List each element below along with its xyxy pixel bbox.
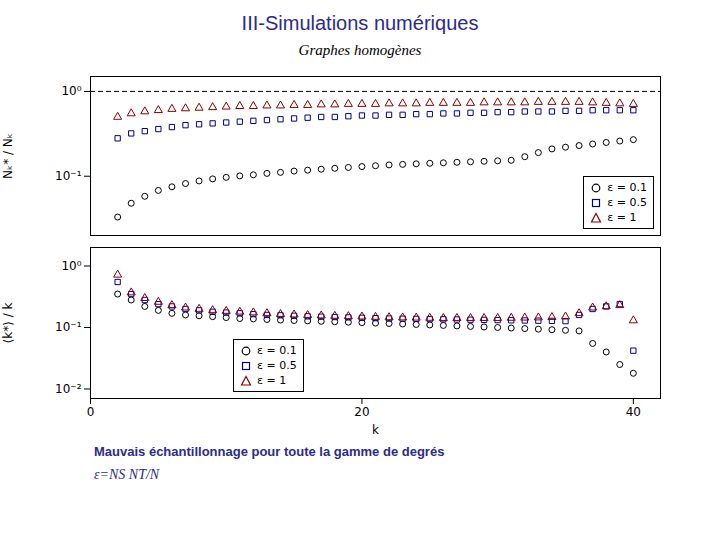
html-text:Mauvais échantillonnage pour t: Mauvais échantillonnage pour toute la ga… bbox=[94, 444, 445, 459]
svg-text:k: k bbox=[372, 423, 379, 437]
svg-text:Nₖ* / Nₖ: Nₖ* / Nₖ bbox=[1, 133, 15, 179]
svg-text:10⁰: 10⁰ bbox=[61, 84, 81, 98]
svg-text:10⁰: 10⁰ bbox=[61, 259, 81, 273]
html-text:ε = 1: ε = 1 bbox=[257, 374, 287, 387]
svg-text:10⁻¹: 10⁻¹ bbox=[55, 169, 82, 183]
html-text:ε = 0.1: ε = 0.1 bbox=[257, 344, 297, 357]
html-text:ε = 0.5: ε = 0.5 bbox=[607, 196, 647, 209]
html-text:ε = 0.5: ε = 0.5 bbox=[257, 359, 297, 372]
html-text:III-Simulations numériques: III-Simulations numériques bbox=[241, 12, 479, 34]
html-text:ε=NS NT/N: ε=NS NT/N bbox=[94, 467, 160, 482]
svg-text:10⁻²: 10⁻² bbox=[55, 382, 82, 396]
html-text:ε = 1: ε = 1 bbox=[607, 211, 637, 224]
html-text:ε = 0.1: ε = 0.1 bbox=[607, 181, 647, 194]
svg-text:40: 40 bbox=[626, 405, 641, 419]
svg-text:⟨k*⟩ / k: ⟨k*⟩ / k bbox=[1, 302, 15, 343]
svg-text:0: 0 bbox=[87, 405, 95, 419]
svg-text:20: 20 bbox=[354, 405, 369, 419]
html-text:Graphes homogènes: Graphes homogènes bbox=[298, 42, 422, 58]
svg-text:10⁻¹: 10⁻¹ bbox=[55, 320, 82, 334]
